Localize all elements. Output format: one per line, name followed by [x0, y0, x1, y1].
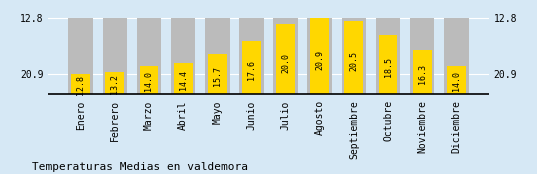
Bar [276, 24, 295, 94]
Bar [205, 18, 229, 94]
Bar [136, 18, 161, 94]
Bar [273, 18, 298, 94]
Bar [413, 50, 432, 94]
Text: 20.5: 20.5 [350, 51, 358, 71]
Bar [242, 41, 261, 94]
Bar [171, 18, 195, 94]
Bar [308, 18, 332, 94]
Bar [342, 18, 366, 94]
Bar [376, 18, 401, 94]
Text: Temperaturas Medias en valdemora: Temperaturas Medias en valdemora [32, 162, 248, 172]
Bar [379, 35, 397, 94]
Bar [410, 18, 434, 94]
Bar [105, 72, 124, 94]
Text: 18.5: 18.5 [383, 57, 393, 77]
Bar [208, 54, 227, 94]
Text: 15.7: 15.7 [213, 66, 222, 86]
Bar [310, 18, 329, 94]
Text: 17.6: 17.6 [247, 60, 256, 80]
Bar [444, 18, 469, 94]
Bar [68, 18, 93, 94]
Bar [345, 21, 364, 94]
Bar [140, 66, 158, 94]
Text: 20.9: 20.9 [315, 50, 324, 70]
Text: 14.0: 14.0 [452, 71, 461, 91]
Text: 20.0: 20.0 [281, 53, 290, 73]
Bar [173, 63, 192, 94]
Bar [103, 18, 127, 94]
Text: 16.3: 16.3 [418, 64, 427, 84]
Bar [71, 74, 90, 94]
Text: 14.0: 14.0 [144, 71, 154, 91]
Text: 12.8: 12.8 [76, 75, 85, 95]
Text: 14.4: 14.4 [179, 70, 187, 90]
Bar [447, 66, 466, 94]
Bar [239, 18, 264, 94]
Text: 13.2: 13.2 [110, 74, 119, 94]
